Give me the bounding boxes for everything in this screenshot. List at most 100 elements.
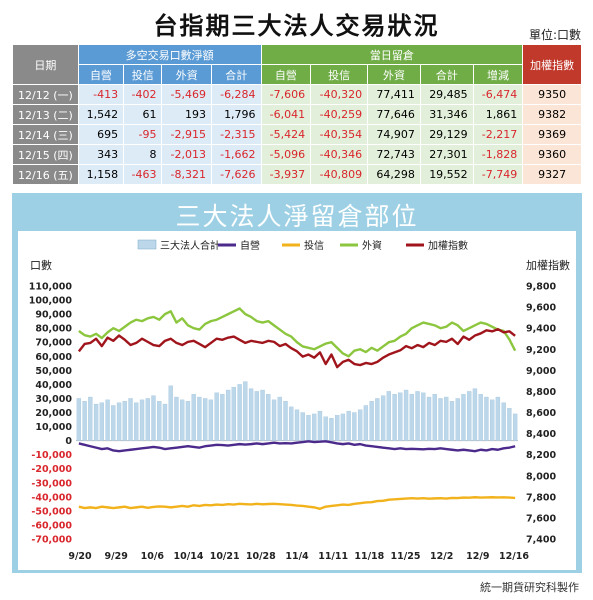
bar-total bbox=[432, 394, 437, 441]
y2-tick-label: 9,000 bbox=[526, 366, 556, 377]
bar-total bbox=[157, 401, 162, 441]
y-tick-label: 10,000 bbox=[35, 422, 72, 433]
cell-pos-dealer: -5,424 bbox=[260, 124, 312, 145]
cell-pos-trust: -40,346 bbox=[310, 144, 369, 165]
bar-total bbox=[312, 413, 317, 441]
cell-pos-foreign: 74,907 bbox=[367, 124, 421, 145]
bar-total bbox=[317, 410, 323, 441]
bar-total bbox=[277, 396, 282, 441]
cell-pos-foreign: 77,646 bbox=[367, 104, 421, 125]
bar-total bbox=[134, 402, 139, 441]
bar-total bbox=[386, 391, 392, 441]
bar-total bbox=[168, 385, 173, 441]
bar-total bbox=[139, 399, 145, 441]
row-date: 12/14 (三) bbox=[12, 124, 79, 145]
cell-pos-total: 31,346 bbox=[419, 104, 474, 125]
cell-trade-foreign: -2,915 bbox=[161, 124, 213, 145]
cell-trade-dealer: 343 bbox=[77, 144, 125, 165]
bar-total bbox=[415, 391, 420, 441]
bar-total bbox=[99, 402, 104, 441]
summary-table: 日期 多空交易口數淨額 當日留倉 加權指數 自營 投信 外資 合計 自營 投信 … bbox=[12, 44, 582, 185]
bar-total bbox=[88, 396, 93, 441]
x-tick-label: 10/14 bbox=[174, 551, 204, 562]
bar-total bbox=[191, 394, 196, 441]
bar-total bbox=[346, 410, 351, 441]
bar-total bbox=[283, 401, 288, 441]
cell-trade-dealer: -413 bbox=[77, 84, 125, 105]
x-tick-label: 12/16 bbox=[499, 551, 529, 562]
cell-pos-change: -1,828 bbox=[472, 144, 524, 165]
bar-total bbox=[243, 381, 248, 441]
bar-total bbox=[363, 405, 369, 441]
bar-total bbox=[231, 387, 237, 441]
chart-title: 三大法人淨留倉部位 bbox=[175, 202, 419, 231]
subheader-trade-dealer: 自營 bbox=[77, 64, 125, 85]
cell-pos-trust: -40,320 bbox=[310, 84, 369, 105]
header-group-trade: 多空交易口數淨額 bbox=[77, 44, 262, 65]
table-subheader-row: 自營 投信 外資 合計 自營 投信 外資 合計 增減 bbox=[13, 64, 582, 85]
cell-index: 9382 bbox=[522, 104, 582, 125]
row-date: 12/16 (五) bbox=[12, 164, 79, 185]
bar-total bbox=[380, 395, 386, 441]
cell-pos-total: 19,552 bbox=[419, 164, 474, 185]
bar-total bbox=[467, 391, 472, 441]
line-foreign bbox=[78, 307, 517, 358]
legend-swatch-total bbox=[137, 239, 157, 250]
legend-label-trust: 投信 bbox=[304, 239, 324, 252]
bar-total bbox=[76, 398, 82, 441]
cell-trade-foreign: -8,321 bbox=[161, 164, 213, 185]
bar-total bbox=[260, 389, 265, 441]
bar-total bbox=[214, 392, 219, 441]
cell-index: 9369 bbox=[522, 124, 582, 145]
y2-axis-title: 加權指數 bbox=[526, 258, 570, 272]
cell-trade-dealer: 695 bbox=[77, 124, 125, 145]
x-tick-label: 10/21 bbox=[210, 551, 240, 562]
bar-total bbox=[495, 396, 501, 441]
x-tick-label: 9/20 bbox=[68, 551, 92, 562]
y-tick-label: 20,000 bbox=[35, 408, 72, 419]
cell-pos-dealer: -6,041 bbox=[260, 104, 312, 125]
bar-total bbox=[369, 401, 374, 441]
subheader-trade-total: 合計 bbox=[211, 64, 262, 85]
y-tick-label: -60,000 bbox=[31, 520, 72, 531]
subheader-trade-foreign: 外資 bbox=[161, 64, 213, 85]
bar-total bbox=[300, 412, 305, 441]
bar-total bbox=[271, 399, 277, 441]
bar-total bbox=[254, 391, 259, 441]
bar-total bbox=[490, 399, 495, 441]
line-trust bbox=[78, 496, 516, 510]
y-tick-label: 50,000 bbox=[35, 366, 72, 377]
x-tick-label: 9/29 bbox=[105, 551, 128, 562]
y2-tick-label: 7,400 bbox=[526, 535, 556, 546]
bar-total bbox=[352, 412, 357, 441]
y-tick-label: 100,000 bbox=[29, 296, 73, 307]
table-header-row: 日期 多空交易口數淨額 當日留倉 加權指數 bbox=[12, 44, 582, 85]
legend-label-dealer: 自營 bbox=[240, 239, 260, 252]
cell-pos-foreign: 77,411 bbox=[367, 84, 421, 105]
y2-tick-label: 9,600 bbox=[526, 303, 556, 314]
line-dealer bbox=[78, 440, 516, 453]
table-row: 12/15 (四) 343 8 -2,013 -1,662 -5,096 -40… bbox=[12, 144, 582, 165]
bar-total bbox=[128, 398, 133, 441]
y2-tick-label: 9,400 bbox=[526, 324, 556, 335]
y-tick-label: 40,000 bbox=[35, 380, 72, 391]
subheader-pos-dealer: 自營 bbox=[260, 64, 312, 85]
bar-total bbox=[455, 398, 460, 441]
cell-pos-trust: -40,259 bbox=[310, 104, 369, 125]
bar-total bbox=[266, 394, 271, 441]
cell-pos-total: 29,485 bbox=[419, 84, 474, 105]
bar-total bbox=[116, 402, 122, 441]
cell-trade-dealer: 1,158 bbox=[77, 164, 125, 185]
y-axis-title: 口數 bbox=[30, 259, 52, 272]
cell-pos-trust: -40,354 bbox=[310, 124, 369, 145]
bar-total bbox=[507, 408, 512, 441]
bar-total bbox=[294, 409, 300, 441]
bar-total bbox=[180, 399, 185, 441]
row-date: 12/13 (二) bbox=[12, 104, 79, 125]
bar-total bbox=[323, 416, 328, 441]
x-tick-label: 12/9 bbox=[466, 551, 489, 562]
bar-total bbox=[105, 399, 110, 441]
y2-tick-label: 8,400 bbox=[526, 429, 556, 440]
cell-pos-change: 1,861 bbox=[472, 104, 524, 125]
cell-trade-total: -1,662 bbox=[211, 144, 262, 165]
